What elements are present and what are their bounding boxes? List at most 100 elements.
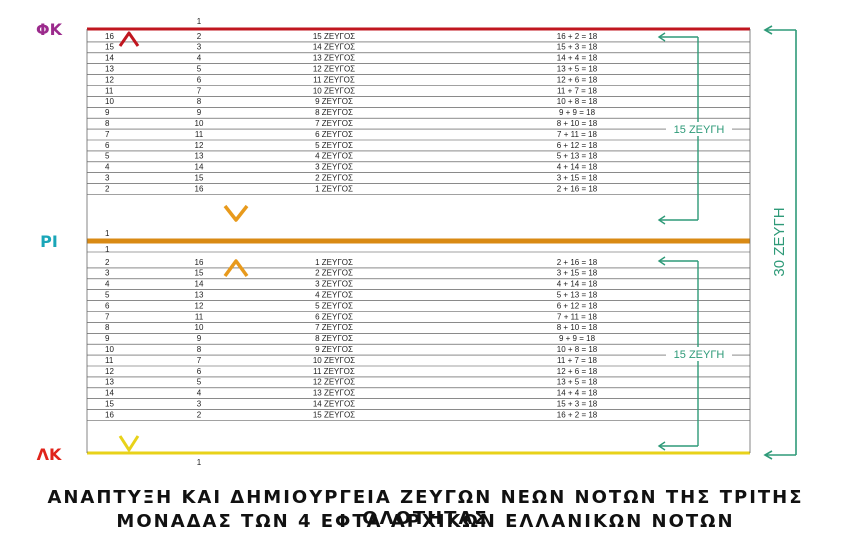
row-first-number: 16 bbox=[105, 410, 114, 419]
row-second-number: 3 bbox=[197, 400, 202, 409]
row-second-number: 13 bbox=[195, 152, 204, 161]
divider-label-middle-below: 1 bbox=[105, 245, 110, 254]
row-pair-label: 11 ΖΕΥΓΟΣ bbox=[313, 75, 355, 84]
row-first-number: 14 bbox=[105, 389, 114, 398]
row-first-number: 5 bbox=[105, 152, 110, 161]
row-pair-label: 15 ΖΕΥΓΟΣ bbox=[313, 410, 355, 419]
row-pair-label: 6 ΖΕΥΓΟΣ bbox=[315, 130, 353, 139]
row-second-number: 16 bbox=[195, 258, 204, 267]
row-first-number: 3 bbox=[105, 174, 110, 183]
row-pair-label: 8 ΖΕΥΓΟΣ bbox=[315, 108, 353, 117]
upper-down-arrow-head bbox=[223, 204, 249, 222]
row-first-number: 10 bbox=[105, 97, 114, 106]
row-second-number: 8 bbox=[197, 97, 202, 106]
row-pair-label: 7 ΖΕΥΓΟΣ bbox=[315, 323, 353, 332]
divider-label-bottom: 1 bbox=[197, 458, 202, 467]
row-pair-label: 8 ΖΕΥΓΟΣ bbox=[315, 334, 353, 343]
row-first-number: 6 bbox=[105, 301, 110, 310]
row-second-number: 11 bbox=[195, 312, 204, 321]
row-second-number: 15 bbox=[195, 269, 204, 278]
row-second-number: 16 bbox=[195, 184, 204, 193]
row-second-number: 5 bbox=[197, 65, 202, 74]
row-first-number: 15 bbox=[105, 400, 114, 409]
lower-bracket-label: 15 ΖΕΥΓΗ bbox=[674, 349, 725, 361]
row-pair-label: 1 ΖΕΥΓΟΣ bbox=[315, 258, 353, 267]
row-second-number: 12 bbox=[195, 301, 204, 310]
row-sum: 14 + 4 = 18 bbox=[557, 54, 598, 63]
row-second-number: 4 bbox=[197, 389, 202, 398]
row-sum: 6 + 12 = 18 bbox=[557, 301, 598, 310]
row-first-number: 10 bbox=[105, 345, 114, 354]
row-second-number: 11 bbox=[195, 130, 204, 139]
row-sum: 2 + 16 = 18 bbox=[557, 184, 598, 193]
row-second-number: 5 bbox=[197, 378, 202, 387]
caption-line-1: ΑΝΑΠΤΥΞΗ ΚΑΙ ΔΗΜΙΟΥΡΓΕΙΑ ΖΕΥΓΩΝ ΝΕΩΝ ΝΟΤ… bbox=[47, 487, 804, 529]
row-pair-label: 2 ΖΕΥΓΟΣ bbox=[315, 174, 353, 183]
row-sum: 16 + 2 = 18 bbox=[557, 410, 598, 419]
row-sum: 6 + 12 = 18 bbox=[557, 141, 598, 150]
row-pair-label: 13 ΖΕΥΓΟΣ bbox=[313, 54, 355, 63]
total-bracket bbox=[763, 25, 797, 460]
row-pair-label: 2 ΖΕΥΓΟΣ bbox=[315, 269, 353, 278]
row-first-number: 9 bbox=[105, 334, 110, 343]
row-first-number: 14 bbox=[105, 54, 114, 63]
row-sum: 7 + 11 = 18 bbox=[557, 130, 597, 139]
row-sum: 15 + 3 = 18 bbox=[557, 400, 598, 409]
row-first-number: 2 bbox=[105, 258, 110, 267]
row-first-number: 3 bbox=[105, 269, 110, 278]
bottom-edge-label: ΛΚ bbox=[37, 445, 62, 464]
row-first-number: 13 bbox=[105, 378, 114, 387]
row-second-number: 6 bbox=[197, 367, 202, 376]
long-arrow-top-head bbox=[118, 31, 140, 47]
row-sum: 13 + 5 = 18 bbox=[557, 65, 598, 74]
row-pair-label: 6 ΖΕΥΓΟΣ bbox=[315, 312, 353, 321]
row-pair-label: 12 ΖΕΥΓΟΣ bbox=[313, 378, 355, 387]
row-second-number: 3 bbox=[197, 43, 202, 52]
upper-bracket-label: 15 ΖΕΥΓΗ bbox=[674, 124, 725, 136]
row-sum: 8 + 10 = 18 bbox=[557, 119, 598, 128]
row-pair-label: 14 ΖΕΥΓΟΣ bbox=[313, 400, 355, 409]
caption-line-2: ΜΟΝΑΔΑΣ ΤΩΝ 4 ΕΦΤΑ ΑΡΧΙΚΩΝ ΕΛΛΑΝΙΚΩΝ ΝΟΤ… bbox=[116, 511, 735, 532]
row-first-number: 4 bbox=[105, 163, 110, 172]
row-sum: 3 + 15 = 18 bbox=[557, 269, 598, 278]
row-second-number: 10 bbox=[195, 323, 204, 332]
row-first-number: 7 bbox=[105, 312, 110, 321]
row-first-number: 12 bbox=[105, 367, 114, 376]
row-first-number: 5 bbox=[105, 291, 110, 300]
row-first-number: 8 bbox=[105, 323, 110, 332]
row-pair-label: 15 ΖΕΥΓΟΣ bbox=[313, 32, 355, 41]
row-sum: 13 + 5 = 18 bbox=[557, 378, 598, 387]
row-sum: 2 + 16 = 18 bbox=[557, 258, 598, 267]
row-first-number: 11 bbox=[105, 86, 114, 95]
row-sum: 7 + 11 = 18 bbox=[557, 312, 597, 321]
row-second-number: 7 bbox=[197, 86, 202, 95]
row-sum: 4 + 14 = 18 bbox=[557, 163, 598, 172]
row-first-number: 6 bbox=[105, 141, 110, 150]
row-second-number: 10 bbox=[195, 119, 204, 128]
row-pair-label: 5 ΖΕΥΓΟΣ bbox=[315, 141, 353, 150]
row-first-number: 16 bbox=[105, 32, 114, 41]
row-second-number: 15 bbox=[195, 174, 204, 183]
row-sum: 9 + 9 = 18 bbox=[559, 334, 596, 343]
row-pair-label: 13 ΖΕΥΓΟΣ bbox=[313, 389, 355, 398]
row-pair-label: 7 ΖΕΥΓΟΣ bbox=[315, 119, 353, 128]
row-sum: 5 + 13 = 18 bbox=[557, 152, 598, 161]
row-second-number: 9 bbox=[197, 334, 202, 343]
row-pair-label: 10 ΖΕΥΓΟΣ bbox=[313, 86, 355, 95]
row-pair-label: 4 ΖΕΥΓΟΣ bbox=[315, 152, 353, 161]
row-pair-label: 9 ΖΕΥΓΟΣ bbox=[315, 345, 353, 354]
row-pair-label: 3 ΖΕΥΓΟΣ bbox=[315, 280, 353, 289]
row-sum: 16 + 2 = 18 bbox=[557, 32, 598, 41]
row-pair-label: 9 ΖΕΥΓΟΣ bbox=[315, 97, 353, 106]
top-edge-label: ΦΚ bbox=[36, 20, 63, 39]
row-first-number: 8 bbox=[105, 119, 110, 128]
row-sum: 11 + 7 = 18 bbox=[557, 356, 597, 365]
divider-label-middle-above: 1 bbox=[105, 229, 110, 238]
row-second-number: 2 bbox=[197, 410, 202, 419]
row-first-number: 11 bbox=[105, 356, 114, 365]
row-first-number: 7 bbox=[105, 130, 110, 139]
row-sum: 4 + 14 = 18 bbox=[557, 280, 598, 289]
row-sum: 10 + 8 = 18 bbox=[557, 345, 598, 354]
row-sum: 5 + 13 = 18 bbox=[557, 291, 598, 300]
